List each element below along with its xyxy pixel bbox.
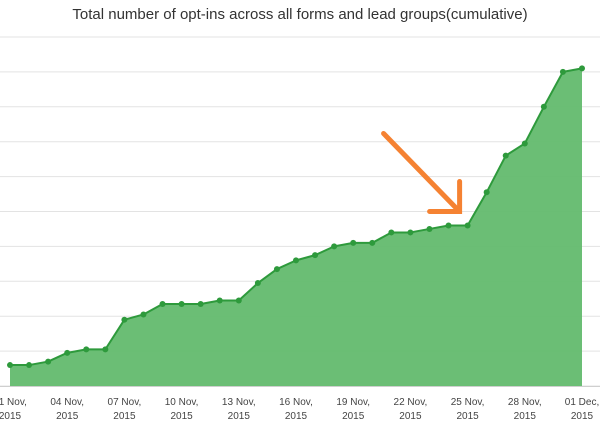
data-point	[426, 225, 433, 232]
data-point	[273, 266, 280, 273]
data-point	[26, 362, 33, 369]
annotation-arrow-head	[427, 178, 463, 214]
data-point	[521, 140, 528, 147]
data-point	[45, 358, 52, 365]
data-point	[64, 349, 71, 356]
data-point	[178, 300, 185, 307]
x-tick-label: 10 Nov,	[165, 397, 199, 408]
x-tick-label: 04 Nov,	[50, 397, 84, 408]
data-point	[540, 103, 547, 110]
area-fill	[10, 68, 582, 386]
x-tick-label: 2015	[113, 411, 136, 422]
x-tick-label: 2015	[342, 411, 365, 422]
data-point	[369, 239, 376, 246]
x-tick-label: 2015	[456, 411, 479, 422]
data-point	[445, 222, 452, 229]
data-point	[7, 362, 13, 369]
data-point	[254, 280, 261, 287]
data-point	[483, 189, 490, 196]
data-point	[121, 316, 128, 323]
annotations	[381, 130, 463, 214]
x-tick-label: 2015	[399, 411, 422, 422]
chart-title: Total number of opt-ins across all forms…	[72, 6, 528, 23]
data-point	[140, 311, 147, 318]
data-point	[159, 300, 166, 307]
data-point	[407, 229, 414, 236]
x-tick-label: 22 Nov,	[394, 397, 428, 408]
data-markers	[7, 65, 585, 369]
x-tick-label: 2015	[228, 411, 251, 422]
x-tick-label: 2015	[56, 411, 79, 422]
x-tick-label: 2015	[514, 411, 537, 422]
x-tick-label: 2015	[0, 411, 22, 422]
x-tick-label: 2015	[170, 411, 193, 422]
x-tick-label: 2015	[285, 411, 308, 422]
data-point	[388, 229, 395, 236]
x-tick-label: 2015	[571, 411, 594, 422]
data-point	[293, 257, 299, 264]
x-tick-label: 07 Nov,	[108, 397, 142, 408]
x-tick-label: 28 Nov,	[508, 397, 542, 408]
data-point	[312, 252, 319, 259]
data-point	[502, 152, 509, 159]
x-tick-label: 19 Nov,	[336, 397, 370, 408]
data-point	[197, 300, 204, 307]
x-axis: 01 Nov, 2015 04 Nov, 2015 07 Nov, 2015 10 Nov,…	[0, 386, 600, 422]
data-point	[83, 346, 90, 353]
x-tick-label: 01 Dec,	[565, 397, 599, 408]
data-point	[350, 239, 357, 246]
data-point	[331, 243, 338, 250]
area-series	[10, 67, 583, 386]
x-tick-label: 01 Nov,	[0, 397, 27, 408]
x-tick-label: 25 Nov,	[451, 397, 485, 408]
data-point	[216, 297, 223, 304]
data-point	[235, 297, 242, 304]
data-point	[559, 68, 566, 75]
data-point	[579, 65, 585, 72]
x-tick-label: 16 Nov,	[279, 397, 313, 408]
data-point	[464, 222, 471, 229]
annotation-arrow-shaft	[381, 130, 459, 210]
x-tick-label: 13 Nov,	[222, 397, 256, 408]
data-point	[102, 346, 109, 353]
